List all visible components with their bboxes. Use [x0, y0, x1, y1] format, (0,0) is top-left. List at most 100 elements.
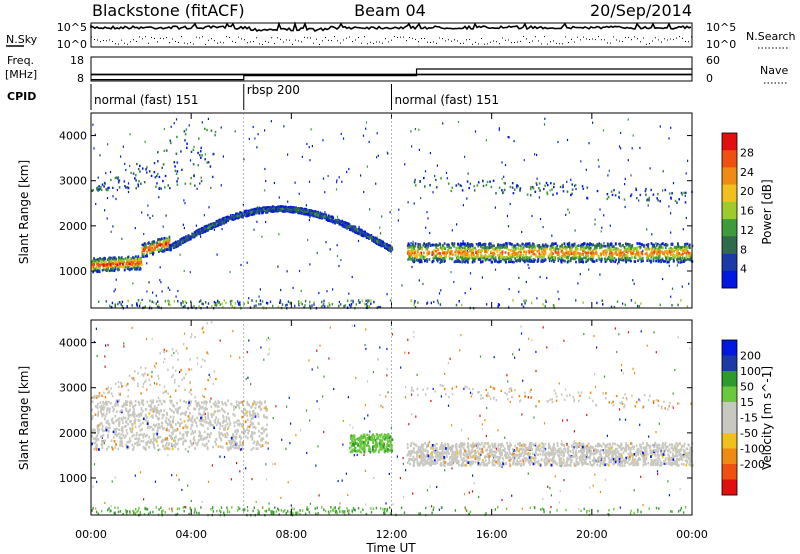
- scatter-cell: [440, 260, 443, 264]
- scatter-cell: [566, 254, 569, 257]
- scatter-cell: [223, 299, 225, 302]
- scatter-cell: [146, 250, 148, 253]
- noise-search-dot: [451, 40, 452, 42]
- scatter-cell: [278, 209, 281, 212]
- noise-search-dot: [481, 37, 482, 39]
- scatter-cell: [368, 140, 370, 144]
- scatter-cell: [117, 510, 120, 514]
- scatter-cell: [175, 152, 178, 155]
- scatter-cell: [339, 506, 341, 509]
- scatter-cell: [558, 501, 561, 504]
- scatter-cell: [177, 242, 179, 246]
- scatter-cell: [250, 383, 252, 386]
- scatter-cell: [161, 290, 163, 293]
- scatter-cell: [636, 304, 639, 308]
- scatter-cell: [93, 263, 95, 266]
- scatter-cell: [299, 210, 302, 214]
- noise-search-dot: [139, 36, 140, 38]
- scatter-cell: [127, 299, 129, 303]
- scatter-cell: [175, 118, 178, 121]
- scatter-cell: [96, 186, 99, 189]
- scatter-cell: [144, 507, 146, 511]
- scatter-cell: [204, 225, 207, 228]
- scatter-cell: [360, 232, 363, 236]
- scatter-cell: [670, 257, 672, 260]
- scatter-cell: [247, 300, 249, 304]
- scatter-cell: [566, 245, 568, 249]
- scatter-cell: [183, 509, 185, 513]
- scatter-cell: [530, 254, 533, 258]
- freq-left-tick-top: 18: [70, 54, 84, 67]
- colorbar-tick-label: 16: [740, 205, 754, 218]
- scatter-cell: [546, 191, 548, 194]
- scatter-cell: [469, 272, 472, 275]
- scatter-cell: [448, 243, 450, 247]
- scatter-cell: [167, 184, 170, 187]
- scatter-cell: [606, 242, 609, 246]
- scatter-cell: [603, 244, 605, 248]
- noise-search-dot: [433, 41, 434, 43]
- scatter-cell: [231, 218, 234, 221]
- noise-search-dot: [208, 39, 209, 41]
- scatter-cell: [549, 248, 551, 251]
- scatter-cell: [101, 263, 104, 266]
- noise-search-dot: [226, 36, 227, 38]
- scatter-cell: [387, 152, 389, 155]
- scatter-cell: [118, 301, 121, 304]
- scatter-cell: [125, 168, 127, 172]
- scatter-cell: [646, 255, 649, 258]
- scatter-cell: [596, 301, 598, 305]
- scatter-cell: [385, 395, 387, 398]
- scatter-cell: [253, 228, 255, 231]
- scatter-cell: [423, 176, 425, 180]
- scatter-cell: [592, 255, 595, 259]
- noise-search-dot: [463, 42, 464, 44]
- scatter-cell: [431, 251, 434, 255]
- scatter-cell: [666, 250, 669, 253]
- scatter-cell: [552, 246, 555, 249]
- scatter-cell: [264, 189, 266, 192]
- scatter-cell: [145, 245, 147, 248]
- scatter-cell: [270, 512, 273, 515]
- scatter-cell: [676, 258, 679, 262]
- scatter-cell: [207, 161, 210, 164]
- scatter-cell: [630, 174, 632, 177]
- scatter-cell: [481, 260, 484, 263]
- scatter-cell: [131, 326, 133, 329]
- scatter-cell: [446, 177, 448, 180]
- scatter-cell: [507, 136, 509, 139]
- scatter-cell: [413, 303, 415, 307]
- scatter-cell: [487, 255, 489, 259]
- scatter-cell: [641, 256, 644, 260]
- scatter-cell: [647, 198, 649, 201]
- scatter-cell: [637, 508, 639, 512]
- scatter-cell: [543, 510, 545, 514]
- scatter-cell: [580, 160, 582, 163]
- scatter-cell: [363, 190, 365, 194]
- scatter-cell: [580, 254, 582, 257]
- scatter-cell: [515, 259, 518, 263]
- scatter-cell: [352, 226, 355, 229]
- scatter-cell: [431, 511, 433, 515]
- noise-search-dot: [109, 39, 110, 41]
- scatter-cell: [688, 282, 690, 285]
- scatter-cell: [410, 255, 413, 259]
- scatter-cell: [156, 182, 158, 185]
- scatter-cell: [659, 200, 661, 203]
- scatter-cell: [360, 510, 362, 514]
- scatter-cell: [196, 511, 198, 514]
- scatter-cell: [677, 510, 680, 513]
- scatter-cell: [549, 256, 552, 259]
- scatter-cell: [260, 209, 263, 212]
- scatter-cell: [602, 244, 604, 248]
- scatter-cell: [281, 209, 284, 213]
- scatter-cell: [444, 254, 446, 257]
- scatter-cell: [403, 511, 406, 514]
- scatter-cell: [660, 258, 662, 262]
- scatter-cell: [140, 261, 142, 265]
- scatter-cell: [615, 258, 617, 262]
- scatter-cell: [132, 264, 135, 267]
- scatter-cell: [198, 231, 201, 234]
- scatter-cell: [591, 243, 594, 247]
- scatter-cell: [562, 246, 565, 250]
